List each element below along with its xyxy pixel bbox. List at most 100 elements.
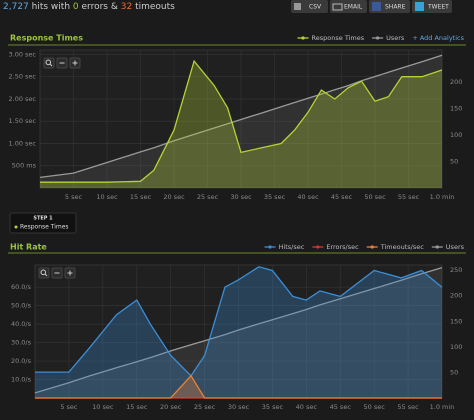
x-tick-label: 5 sec bbox=[65, 193, 83, 201]
x-tick-label: 35 sec bbox=[264, 193, 286, 201]
y2-tick-label: 150 bbox=[450, 104, 462, 112]
y2-tick-label: 150 bbox=[450, 317, 462, 325]
legend-label: Users bbox=[386, 34, 405, 42]
y2-tick-label: 100 bbox=[450, 131, 462, 139]
series-line bbox=[40, 59, 443, 183]
icon bbox=[294, 3, 301, 10]
series-area bbox=[35, 266, 442, 398]
chart-title: Hit Rate bbox=[10, 243, 47, 252]
x-tick-label: 15 sec bbox=[130, 193, 152, 201]
y-tick-label: 50.0/s bbox=[11, 302, 32, 310]
step-box[interactable]: STEP 1 Response Times bbox=[9, 212, 77, 234]
y-tick-label: 500 ms bbox=[12, 162, 37, 170]
series-area bbox=[40, 61, 442, 188]
x-tick-label: 25 sec bbox=[194, 403, 216, 411]
legend-label: Hits/sec bbox=[279, 243, 305, 251]
y-tick-label: 20.0/s bbox=[11, 357, 32, 365]
step-dot bbox=[14, 225, 18, 229]
button[interactable]: SHARE bbox=[369, 0, 410, 13]
y2-tick-label: 200 bbox=[450, 292, 462, 300]
chart-title: Response Times bbox=[10, 34, 83, 43]
y-tick-label: 3.00 sec bbox=[9, 50, 37, 58]
icon bbox=[49, 63, 53, 67]
icon bbox=[45, 59, 52, 66]
errors-count: 0 bbox=[73, 2, 79, 12]
button[interactable]: TWEET bbox=[412, 0, 452, 13]
legend-dot bbox=[370, 245, 374, 249]
legend-dot bbox=[268, 245, 272, 249]
zoom-button[interactable] bbox=[38, 267, 50, 279]
legend-label: Response Times bbox=[312, 34, 365, 42]
series-area bbox=[40, 55, 442, 188]
summary: 2,727 hits with 0 errors & 32 timeouts bbox=[3, 2, 175, 12]
icon bbox=[40, 269, 47, 276]
icon bbox=[372, 2, 381, 11]
x-tick-label: 15 sec bbox=[126, 403, 148, 411]
legend-dot bbox=[301, 36, 305, 40]
step-bg bbox=[9, 212, 77, 234]
y2-tick-label: 100 bbox=[450, 343, 462, 351]
x-tick-label: 30 sec bbox=[228, 403, 250, 411]
zoom-controls[interactable] bbox=[43, 57, 81, 69]
y-tick-label: 30.0/s bbox=[11, 339, 32, 347]
button-label: EMAIL bbox=[344, 4, 363, 11]
x-tick-label: 55 sec bbox=[398, 193, 420, 201]
y2-tick-label: 250 bbox=[450, 266, 462, 274]
x-tick-label: 20 sec bbox=[160, 403, 182, 411]
x-tick-label: 30 sec bbox=[230, 193, 252, 201]
add-analytics-link[interactable]: + Add Analytics bbox=[412, 34, 464, 42]
x-tick-label: 45 sec bbox=[331, 193, 353, 201]
x-tick-label: 10 sec bbox=[96, 193, 118, 201]
y-tick-label: 1.00 sec bbox=[9, 139, 37, 147]
button[interactable]: EMAIL bbox=[330, 0, 367, 13]
series-line bbox=[34, 266, 443, 394]
x-tick-label: 20 sec bbox=[163, 193, 185, 201]
x-tick-label: 45 sec bbox=[330, 403, 352, 411]
icon bbox=[332, 3, 343, 11]
x-tick-label: 40 sec bbox=[296, 403, 318, 411]
legend-label: Users bbox=[446, 243, 465, 251]
series-area bbox=[35, 267, 442, 398]
x-tick-label: 55 sec bbox=[397, 403, 419, 411]
legend-dot bbox=[316, 245, 320, 249]
y2-tick-label: 50 bbox=[450, 368, 458, 376]
summary-text: hits with bbox=[32, 2, 70, 12]
summary-text: timeouts bbox=[135, 2, 175, 12]
summary-text: errors & bbox=[82, 2, 118, 12]
y2-tick-label: 200 bbox=[450, 78, 462, 86]
step-name: Response Times bbox=[20, 224, 69, 231]
button-label: CSV bbox=[309, 4, 322, 11]
x-tick-label: 25 sec bbox=[197, 193, 219, 201]
icon bbox=[415, 2, 424, 11]
icon bbox=[44, 273, 48, 277]
x-tick-label: 50 sec bbox=[364, 403, 386, 411]
y-tick-label: 10.0/s bbox=[11, 376, 32, 384]
x-tick-label: 10 sec bbox=[92, 403, 114, 411]
series-line bbox=[39, 54, 443, 179]
x-tick-label: 1.0 min bbox=[430, 403, 455, 411]
x-tick-label: 50 sec bbox=[364, 193, 386, 201]
zoom-controls[interactable] bbox=[38, 267, 76, 279]
legend-label: Timeouts/sec bbox=[380, 243, 425, 251]
series-line bbox=[35, 374, 442, 399]
series-line bbox=[35, 266, 443, 377]
x-tick-label: 1.0 min bbox=[430, 193, 455, 201]
legend-dot bbox=[435, 245, 439, 249]
legend-dot bbox=[376, 36, 380, 40]
button-label: SHARE bbox=[385, 4, 406, 11]
y-tick-label: 2.00 sec bbox=[9, 95, 37, 103]
timeouts-count: 32 bbox=[121, 2, 132, 12]
y-tick-label: 40.0/s bbox=[11, 320, 32, 328]
x-tick-label: 5 sec bbox=[60, 403, 78, 411]
y-tick-label: 60.0/s bbox=[11, 283, 32, 291]
button-label: TWEET bbox=[427, 4, 449, 11]
button[interactable]: CSV bbox=[291, 0, 328, 13]
y2-tick-label: 50 bbox=[450, 157, 458, 165]
x-tick-label: 35 sec bbox=[262, 403, 284, 411]
step-label: STEP 1 bbox=[33, 216, 53, 222]
zoom-button[interactable] bbox=[43, 57, 55, 69]
x-tick-label: 40 sec bbox=[297, 193, 319, 201]
y-tick-label: 2.50 sec bbox=[9, 73, 37, 81]
y-tick-label: 1.50 sec bbox=[9, 117, 37, 125]
